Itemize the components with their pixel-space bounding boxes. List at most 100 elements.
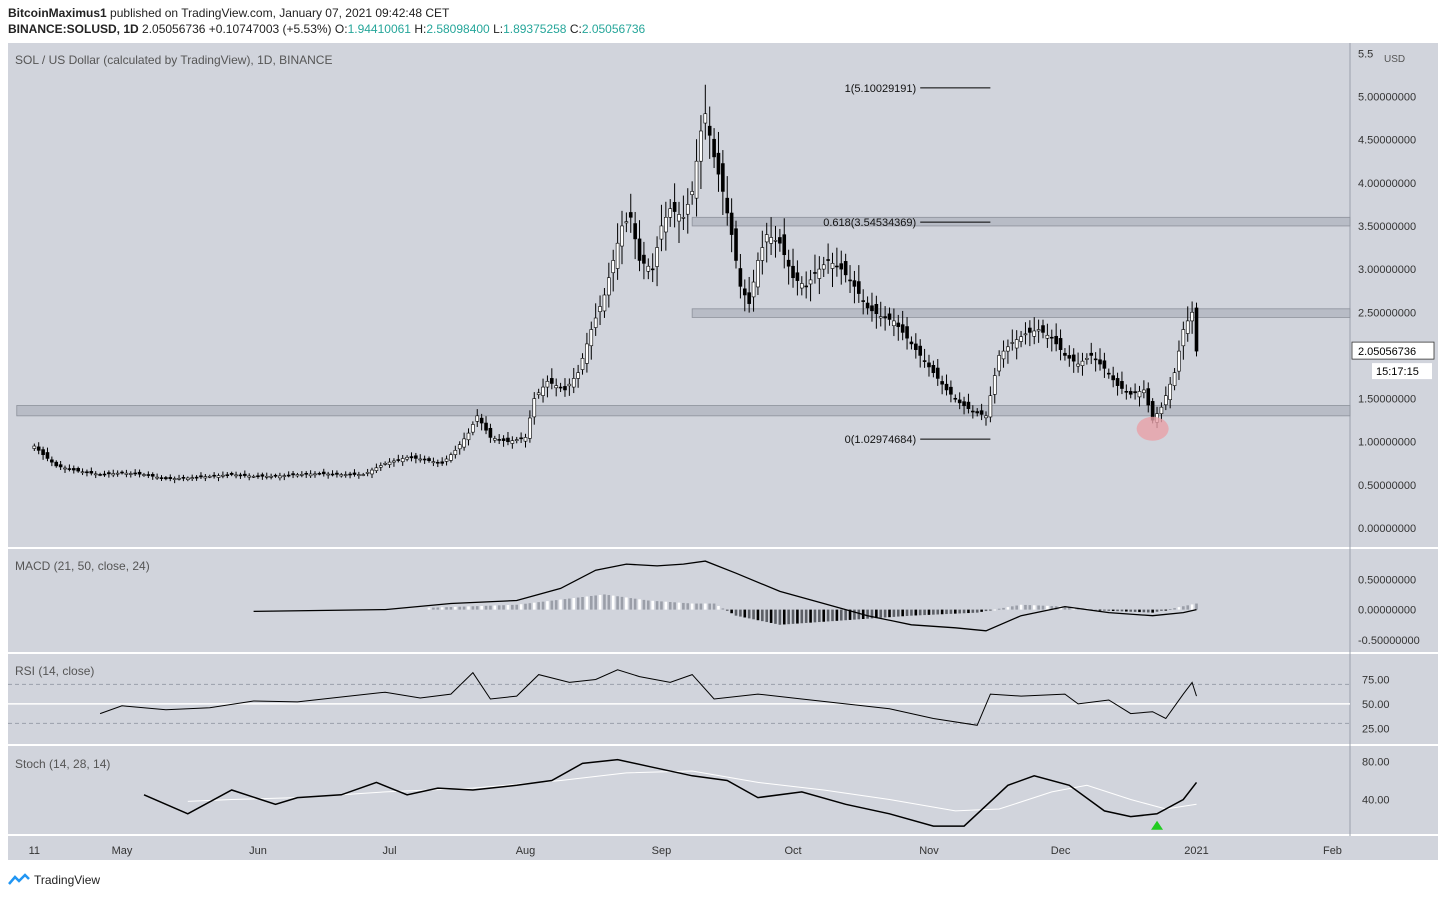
macd-hist-bar [511,604,514,610]
macd-hist-bar [1002,607,1005,610]
candle-body [449,454,453,461]
candle-body [778,237,782,244]
candle-body [278,475,282,479]
macd-hist-bar [704,603,707,610]
macd-hist-bar [1094,609,1097,611]
candle-body [251,475,256,478]
macd-hist-bar [436,607,440,610]
candle-body [896,322,901,327]
macd-hist-bar [445,607,448,610]
candle-body [848,279,852,282]
macd-hist-bar [682,602,685,610]
brand-name[interactable]: TradingView [34,873,101,887]
candle-body [111,473,116,476]
macd-hist-bar [603,594,606,610]
chart-area[interactable]: 1(5.10029191) 0.618(3.54534369) 0(1.029746… [0,0,1445,868]
candle-body [1080,360,1085,366]
candle-body [905,326,909,339]
candle-body [484,422,488,431]
macd-hist-bar [1103,609,1106,611]
macd-hist-bar [883,609,887,618]
macd-hist-bar [537,602,540,610]
panel-bg-2 [8,654,1438,744]
macd-hist-bar [554,600,558,610]
candle-body [150,474,155,477]
macd-hist-bar [721,608,725,610]
macd-hist-bar [914,609,918,616]
candle-body [229,472,234,475]
macd-hist-bar [901,609,904,617]
candle-body [365,471,370,474]
candle-body [725,197,730,214]
macd-hist-bar [984,609,988,612]
candle-body [462,438,466,448]
candle-body [576,372,580,379]
candle-body [528,417,532,439]
candle-body [1001,350,1006,360]
price-box [1351,341,1435,360]
candle-body [370,469,374,475]
candle-body [1102,360,1107,369]
macd-hist-bar [1177,607,1181,610]
candle-body [1133,391,1137,394]
macd-hist-bar [1116,609,1119,612]
macd-hist-bar [1129,609,1133,612]
macd-hist-bar [734,609,738,616]
y-tick-main: 0.50000000 [1358,480,1416,492]
candle-body [1054,335,1058,345]
candle-body [1071,354,1076,362]
candle-body [155,476,159,479]
y-tick-macd: 0.00000000 [1358,605,1416,617]
candle-body [124,472,129,475]
macd-hist-bar [712,603,716,610]
candle-body [387,461,392,465]
y-tick-rsi: 50.00 [1362,699,1390,711]
candle-body [479,417,484,424]
macd-hist-bar [765,609,769,623]
candle-body [357,474,361,476]
macd-hist-bar [576,597,580,610]
candle-body [102,473,107,476]
candle-body [637,238,642,261]
macd-hist-bar [1063,606,1067,610]
candle-body [1058,338,1063,350]
macd-hist-bar [1098,609,1102,611]
candle-body [870,305,874,312]
candle-body [317,473,322,475]
candle-body [1014,339,1019,349]
x-tick: May [112,845,133,857]
candle-body [501,438,506,441]
candle-body [71,468,76,471]
candle-body [628,212,633,218]
candle-body [602,294,607,312]
candle-body [918,345,923,356]
macd-hist-bar [668,602,672,610]
macd-hist-bar [848,609,852,620]
candle-body [247,475,252,478]
candle-body [133,472,137,475]
macd-hist-bar [993,609,997,611]
cross-signal-marker [1151,820,1164,830]
fib-label-2: 0(1.02974684) [845,434,917,446]
macd-hist-bar [975,609,979,613]
macd-hist-bar [787,609,790,625]
macd-hist-bar [1155,609,1159,612]
candle-body [786,259,791,267]
macd-hist-bar [589,595,593,610]
rsi-title: RSI (14, close) [15,664,94,678]
macd-hist-bar [1024,604,1027,610]
macd-hist-bar [660,601,663,610]
candle-body [519,437,523,440]
candle-body [865,302,870,309]
macd-hist-bar [528,603,532,610]
candle-body [747,292,751,304]
macd-hist-bar [927,609,931,615]
candle-body [1106,372,1111,375]
candle-body [409,456,414,459]
countdown-label: 15:17:15 [1376,366,1419,378]
candle-body [392,460,396,463]
candle-body [1168,383,1172,400]
publisher-name[interactable]: BitcoinMaximus1 [8,6,107,20]
candle-body [914,343,918,350]
macd-hist-bar [747,609,751,619]
